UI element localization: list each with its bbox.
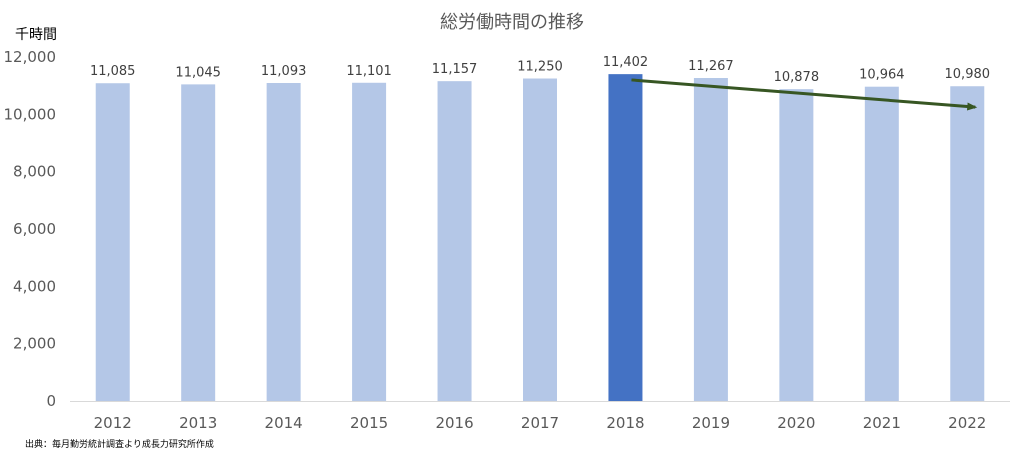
y-axis-ticks: 0 2,000 4,000 6,000 8,000 10,000 12,000: [4, 48, 57, 410]
data-label-2012: 11,085: [90, 64, 136, 79]
y-axis-unit-label: 千時間: [15, 27, 57, 43]
y-tick-label: 2,000: [13, 335, 56, 353]
bar-2019: [693, 78, 728, 401]
x-tick-label: 2013: [179, 414, 217, 432]
data-label-2020: 10,878: [774, 70, 820, 85]
y-tick-label: 4,000: [13, 277, 56, 295]
x-tick-label: 2016: [435, 414, 473, 432]
x-tick-label: 2022: [948, 414, 986, 432]
bar-2016: [437, 81, 472, 401]
y-tick-label: 6,000: [13, 220, 56, 238]
data-label-2014: 11,093: [261, 64, 307, 79]
bar-2018: [608, 74, 643, 401]
x-tick-label: 2018: [606, 414, 644, 432]
x-tick-label: 2020: [777, 414, 815, 432]
bars: [95, 74, 985, 402]
x-tick-label: 2012: [94, 414, 132, 432]
data-label-2021: 10,964: [859, 68, 905, 83]
data-label-2022: 10,980: [945, 67, 991, 82]
y-tick-label: 12,000: [4, 48, 57, 66]
x-tick-label: 2015: [350, 414, 388, 432]
x-tick-label: 2014: [265, 414, 303, 432]
source-note: 出典：毎月勤労統計調査より成長力研究所作成: [25, 438, 214, 450]
chart-title: 総労働時間の推移: [440, 12, 584, 33]
y-tick-label: 0: [46, 392, 56, 410]
bar-2021: [864, 86, 899, 401]
bar-2014: [266, 83, 301, 401]
data-label-2017: 11,250: [517, 60, 563, 75]
x-axis-ticks: 2012 2013 2014 2015 2016 2017 2018 2019 2020 2021…: [94, 414, 987, 432]
y-tick-label: 8,000: [13, 163, 56, 181]
bar-2022: [950, 86, 985, 402]
bar-2013: [181, 84, 216, 402]
data-label-2016: 11,157: [432, 62, 478, 77]
x-tick-label: 2021: [863, 414, 901, 432]
bar-2017: [523, 78, 557, 401]
y-tick-label: 10,000: [4, 105, 57, 123]
data-label-2013: 11,045: [175, 65, 221, 80]
data-label-2018: 11,402: [603, 55, 649, 70]
bar-2015: [352, 82, 387, 401]
data-labels: 11,085 11,045 11,093 11,101 11,157 11,250 11,4…: [90, 55, 990, 85]
bar-2020: [779, 89, 814, 401]
bar-2012: [95, 83, 130, 401]
data-label-2015: 11,101: [346, 64, 392, 79]
x-tick-label: 2017: [521, 414, 559, 432]
data-label-2019: 11,267: [688, 59, 734, 74]
x-tick-label: 2019: [692, 414, 730, 432]
trend-arrow: [631, 78, 978, 111]
